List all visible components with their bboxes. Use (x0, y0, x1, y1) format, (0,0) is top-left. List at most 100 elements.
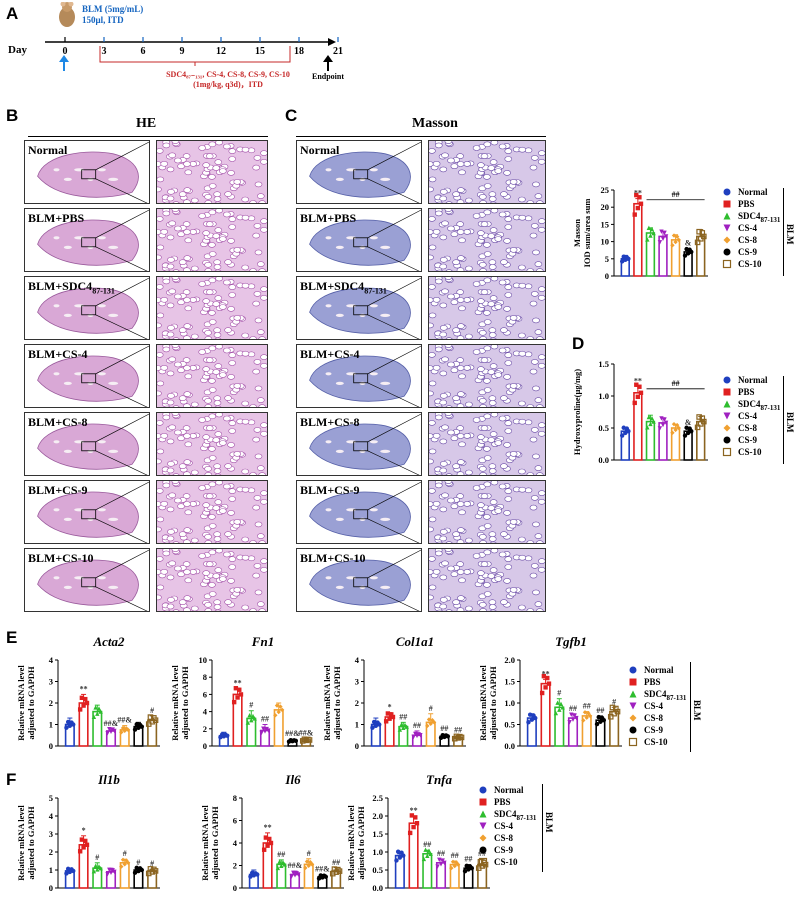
row-label-text: Normal (28, 143, 68, 157)
row-label-text: BLM+PBS (300, 211, 357, 225)
legend-marker-icon (723, 424, 731, 432)
timeline-axis: 0 3 6 9 12 15 18 21 (45, 37, 343, 66)
he-zoom-tile (156, 140, 268, 204)
blm-label-d: BLM (785, 412, 795, 433)
legend-text: CS-4 (738, 411, 758, 421)
legend-item: SDC487-131 (478, 808, 536, 822)
legend-item: PBS (722, 386, 780, 398)
significance-label: ## (332, 858, 340, 867)
significance-label: ##& (104, 719, 119, 728)
he-zoom-tile (156, 344, 268, 408)
legend-item: CS-8 (722, 422, 780, 434)
row-label-subscript: 87-131 (364, 286, 387, 296)
data-point (289, 874, 294, 879)
treatment-dose-text: (1mg/kg, q3d)，ITD (193, 80, 263, 89)
data-point (694, 424, 701, 431)
legend-text: Normal (738, 187, 768, 197)
y-tick-label: 0 (49, 883, 53, 893)
data-point (601, 718, 607, 723)
y-tick-label: 1.0 (504, 698, 515, 708)
y-tick-label: 2 (203, 724, 207, 734)
data-point (539, 690, 545, 696)
significance-label: # (249, 701, 253, 710)
legend-text: SDC4 (644, 689, 667, 699)
data-point (560, 705, 565, 710)
data-point (411, 734, 416, 740)
legend-f: Normal PBS SDC487-131 CS-4 CS-8 CS-9 CS-10 (478, 784, 536, 868)
legend-marker-icon (629, 678, 637, 686)
data-point (574, 715, 579, 721)
legend-marker-icon (479, 846, 487, 854)
y-tick-label: 6 (233, 816, 237, 826)
data-point (594, 721, 600, 727)
timeline-tick-21: 21 (333, 46, 343, 57)
y-tick-label: 20 (601, 202, 610, 212)
data-point (268, 840, 274, 846)
tnfa-chart: Tnfa Relative mRNA level adjusted to GAPDH… (346, 772, 490, 893)
y-tick-label: 2 (355, 698, 359, 708)
significance-label: ## (413, 721, 421, 730)
masson-zoom-tile (428, 412, 546, 476)
data-point (414, 821, 420, 826)
data-point (98, 709, 103, 714)
data-point (570, 717, 576, 722)
significance-label: ##& (315, 865, 330, 874)
y-tick-label: 4 (203, 707, 208, 717)
significance-label: ##& (117, 716, 132, 725)
endpoint-label: Endpoint (312, 72, 345, 81)
data-point (387, 716, 392, 721)
data-point (390, 714, 396, 720)
data-point (634, 382, 639, 387)
data-point (93, 863, 98, 869)
row-label: BLM+CS-9 (28, 483, 88, 498)
data-point (662, 417, 667, 422)
endpoint-arrow-icon (323, 55, 333, 71)
data-point (626, 256, 631, 261)
significance-label: # (429, 704, 433, 713)
legend-marker-icon (723, 412, 731, 420)
data-point (397, 727, 403, 732)
y-tick-label: 4 (49, 811, 54, 821)
data-point (421, 856, 427, 862)
he-zoom-tile (156, 276, 268, 340)
blm-bar-e (690, 662, 691, 752)
bar (232, 693, 243, 747)
y-tick-label: 0 (605, 271, 609, 281)
data-point (98, 866, 103, 871)
data-point (231, 699, 237, 705)
data-point (64, 871, 69, 876)
data-point (377, 722, 382, 727)
y-tick-label: 1.0 (598, 391, 609, 401)
data-point (413, 815, 418, 820)
significance-label: ## (583, 702, 591, 711)
legend-item: CS-10 (722, 446, 780, 458)
y-tick-label: 3 (355, 677, 359, 687)
y-axis-label: adjusted to GAPDH (488, 666, 498, 740)
data-point (409, 813, 415, 818)
legend-item: PBS (722, 198, 780, 210)
legend-marker-icon (629, 702, 637, 710)
y-tick-label: 2 (49, 698, 53, 708)
bar (540, 682, 551, 747)
legend-item: CS-4 (628, 700, 686, 712)
timeline-tick-12: 12 (216, 46, 226, 57)
data-point (233, 686, 239, 691)
data-point (250, 713, 256, 719)
significance-label: ##& (288, 861, 303, 870)
y-tick-label: 0 (355, 741, 359, 751)
data-point (67, 723, 73, 728)
data-point (676, 425, 681, 431)
legend-marker-icon (479, 822, 487, 830)
data-point (336, 868, 343, 874)
legend-d: Normal PBS SDC487-131 CS-4 CS-8 CS-9 CS-10 (722, 374, 780, 458)
masson-overview-tile: BLM+CS-4 (296, 344, 422, 408)
y-tick-label: 0 (233, 883, 237, 893)
legend-text: SDC4 (738, 211, 761, 221)
y-tick-label: 0.0 (372, 883, 383, 893)
data-point (279, 707, 285, 713)
data-point (306, 863, 311, 868)
row-label: BLM+CS-10 (300, 551, 366, 566)
y-axis-label: Hydroxyproline(μg/mg) (572, 369, 582, 455)
data-point (689, 249, 694, 255)
data-point (572, 713, 577, 718)
